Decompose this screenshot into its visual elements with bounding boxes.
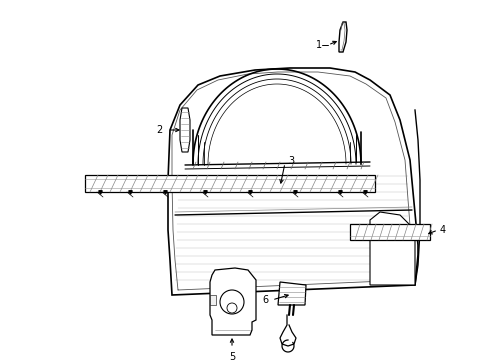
Polygon shape — [168, 68, 418, 295]
Polygon shape — [180, 108, 190, 152]
Circle shape — [227, 303, 237, 313]
Circle shape — [220, 290, 244, 314]
Polygon shape — [210, 295, 216, 305]
Polygon shape — [350, 224, 430, 240]
Text: 1: 1 — [316, 40, 322, 50]
Text: 6: 6 — [262, 295, 268, 305]
Polygon shape — [210, 268, 256, 335]
Text: 3: 3 — [288, 156, 294, 166]
Text: 5: 5 — [229, 352, 235, 360]
Polygon shape — [339, 22, 347, 52]
Text: 4: 4 — [440, 225, 446, 235]
Polygon shape — [370, 212, 415, 285]
Polygon shape — [278, 282, 306, 305]
Text: 2: 2 — [156, 125, 162, 135]
Polygon shape — [85, 175, 375, 192]
